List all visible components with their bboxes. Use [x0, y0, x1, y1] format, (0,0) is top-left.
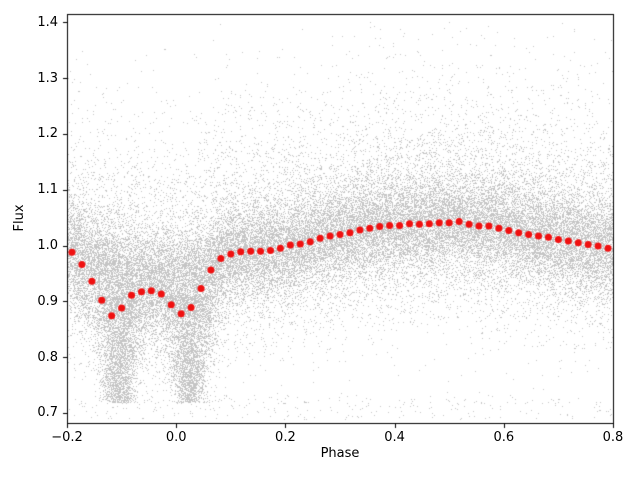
x-tick-label: 0.2 [275, 430, 296, 445]
y-axis-title: Flux [12, 204, 27, 232]
x-tick-label: 0.6 [493, 430, 515, 445]
x-tick-label: −0.2 [51, 430, 83, 445]
y-tick-label: 0.9 [37, 293, 58, 309]
y-tick-label: 1.4 [37, 14, 58, 30]
x-axis-title: Phase [320, 446, 360, 461]
x-tick-label: 0.0 [165, 430, 187, 445]
y-tick-label: 0.8 [37, 349, 58, 365]
y-tick-label: 1.3 [37, 70, 58, 86]
y-tick-label: 0.7 [37, 405, 58, 421]
y-tick-label: 1.2 [37, 126, 58, 142]
x-tick-label: 0.8 [602, 430, 624, 445]
x-tick-label: 0.4 [384, 430, 405, 445]
y-tick-label: 1.0 [37, 238, 58, 254]
y-tick-label: 1.1 [37, 182, 58, 198]
